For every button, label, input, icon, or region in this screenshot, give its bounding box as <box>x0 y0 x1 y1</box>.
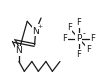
Text: F: F <box>76 18 81 27</box>
Text: +: + <box>37 24 43 29</box>
Text: F: F <box>67 23 72 32</box>
Text: N: N <box>16 46 22 55</box>
Text: N: N <box>32 27 39 36</box>
Text: F: F <box>90 34 95 43</box>
Text: F: F <box>76 50 81 59</box>
Text: F: F <box>86 45 91 54</box>
Text: F: F <box>62 34 67 43</box>
Text: -: - <box>83 29 85 38</box>
Text: P: P <box>76 34 82 43</box>
